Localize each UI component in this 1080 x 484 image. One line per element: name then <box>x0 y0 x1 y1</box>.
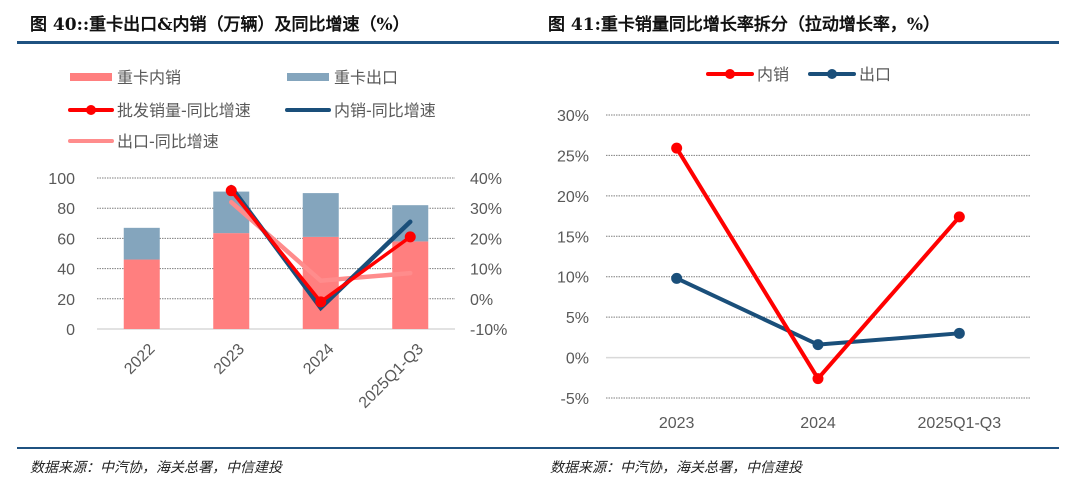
legend-domestic-bar-label: 重卡内销 <box>117 68 181 87</box>
y-tick-label: 80 <box>57 201 75 218</box>
y2-tick-label: 0% <box>470 292 493 309</box>
y-tick-label: 100 <box>48 171 75 188</box>
left-figure-title: 图 40::重卡出口&内销（万辆）及同比增速（%） <box>30 15 410 35</box>
bar-export-2024 <box>302 193 339 237</box>
legend-export-label: 出口 <box>859 65 891 84</box>
legend-domestic-marker <box>725 69 735 79</box>
y-tick-label: 10% <box>557 270 589 287</box>
right-chart: -5% 0% 5% 10% 15% 20% 25% 30% 2023 2024 2025Q1-Q3 内… <box>557 65 1030 432</box>
x-tick-label: 2025Q1-Q3 <box>356 341 427 412</box>
right-title-rule <box>540 41 1059 44</box>
legend-domestic-label: 内销 <box>757 65 789 84</box>
legend-domestic-yoy-label: 内销-同比增速 <box>334 101 436 120</box>
y-tick-label: 60 <box>57 231 75 248</box>
y-tick-label: 40 <box>57 262 75 279</box>
y-tick-label: 5% <box>566 310 589 327</box>
line-wholesale-yoy-point <box>404 231 416 243</box>
line-domestic-contribution-point <box>671 142 683 154</box>
y2-tick-label: 10% <box>470 262 502 279</box>
bar-domestic-2022 <box>123 259 160 329</box>
line-export-contribution <box>675 276 960 347</box>
y2-tick-label: -10% <box>470 322 507 339</box>
bar-domestic-2025Q1-Q3 <box>392 241 429 329</box>
legend-wholesale-yoy-label: 批发销量-同比增速 <box>117 101 251 120</box>
right-footer-rule <box>540 447 1059 449</box>
legend-export-yoy-label: 出口-同比增速 <box>117 132 219 151</box>
y2-tick-label: 20% <box>470 231 502 248</box>
line-wholesale-yoy-point <box>225 185 237 197</box>
legend-wholesale-yoy-marker <box>86 105 96 115</box>
legend-export-marker <box>827 69 837 79</box>
left-chart: 0 20 40 60 80 100 -10% 0% 10% 20% 30% 40% 2022 2023 20… <box>48 68 507 412</box>
y-tick-label: 30% <box>557 108 589 125</box>
line-export-contribution-point <box>953 327 965 339</box>
left-footer-rule <box>17 447 540 449</box>
left-source-note: 数据来源：中汽协，海关总署，中信建投 <box>30 460 282 476</box>
bar-domestic-2023 <box>213 233 250 329</box>
line-domestic-contribution-point <box>812 373 824 385</box>
line-export-contribution-point <box>812 339 824 351</box>
line-domestic-contribution-point <box>953 211 965 223</box>
y-tick-label: 20% <box>557 189 589 206</box>
left-figure-panel: 图 40::重卡出口&内销（万辆）及同比增速（%） 0 20 40 60 80 100-1… <box>17 15 540 476</box>
x-tick-label: 2022 <box>121 341 158 378</box>
y-tick-label: 0 <box>66 322 75 339</box>
line-export-contribution-point <box>671 272 683 284</box>
legend-domestic-bar-swatch <box>70 73 112 81</box>
bar-export-2022 <box>123 227 160 260</box>
right-figure-panel: 图 41:重卡销量同比增长率拆分（拉动增长率，%） -5% 0% 5% 10% 15% 2… <box>540 0 1080 484</box>
y2-tick-label: 30% <box>470 201 502 218</box>
legend-export-bar-swatch <box>287 73 329 81</box>
x-tick-label: 2023 <box>211 341 248 378</box>
right-figure-title: 图 41:重卡销量同比增长率拆分（拉动增长率，%） <box>548 15 941 35</box>
legend-export-bar-label: 重卡出口 <box>334 68 398 87</box>
x-tick-label: 2025Q1-Q3 <box>918 415 1002 432</box>
right-source-note: 数据来源：中汽协，海关总署，中信建投 <box>550 460 802 476</box>
x-tick-label: 2024 <box>800 415 836 432</box>
bar-domestic-2024 <box>302 236 339 329</box>
x-tick-label: 2024 <box>300 341 337 378</box>
x-tick-label: 2023 <box>659 415 695 432</box>
y-tick-label: 20 <box>57 292 75 309</box>
y2-tick-label: 40% <box>470 171 502 188</box>
left-title-rule <box>17 41 540 44</box>
y-tick-label: 0% <box>566 351 589 368</box>
line-wholesale-yoy-point <box>315 296 327 308</box>
y-tick-label: 25% <box>557 148 589 165</box>
y-tick-label: -5% <box>561 391 589 408</box>
y-tick-label: 15% <box>557 229 589 246</box>
